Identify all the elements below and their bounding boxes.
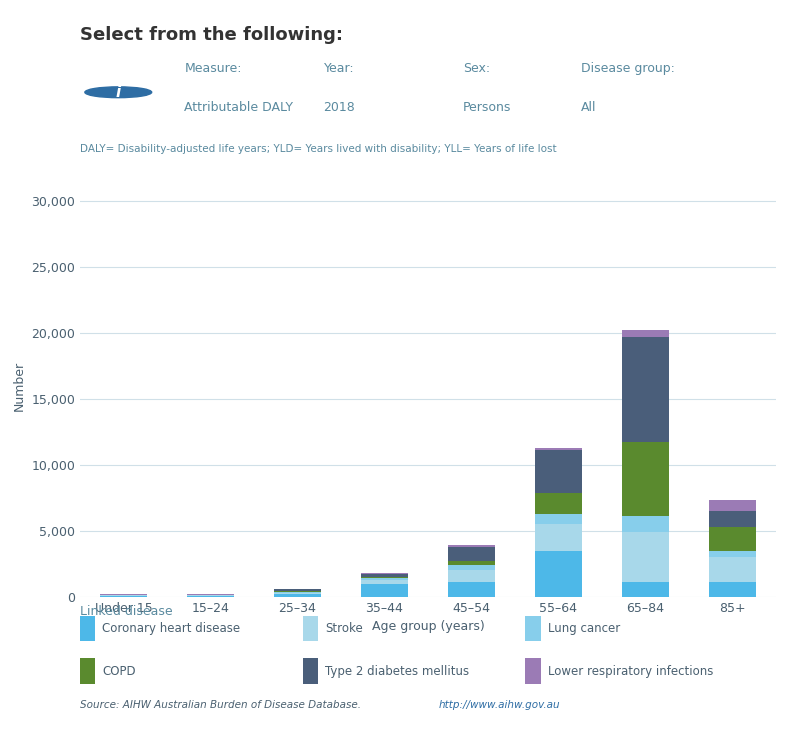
Text: Type 2 diabetes mellitus: Type 2 diabetes mellitus (325, 664, 469, 677)
Text: Year:: Year: (323, 62, 354, 75)
Bar (80, 616, 95, 641)
Text: Lower respiratory infections: Lower respiratory infections (548, 664, 713, 677)
Y-axis label: Number: Number (13, 361, 26, 411)
Bar (534, 524, 582, 550)
Bar (526, 616, 541, 641)
Text: 2018: 2018 (323, 101, 355, 114)
Bar (447, 565, 495, 570)
Bar (709, 526, 757, 550)
Bar (622, 337, 670, 442)
Text: Disease group:: Disease group: (581, 62, 675, 75)
Bar (709, 557, 757, 582)
Bar (534, 550, 582, 597)
Bar (361, 577, 409, 578)
Bar (80, 658, 95, 684)
Bar (447, 544, 495, 548)
Text: Sex:: Sex: (462, 62, 490, 75)
Bar (622, 516, 670, 532)
Text: DALY= Disability-adjusted life years; YLD= Years lived with disability; YLL= Yea: DALY= Disability-adjusted life years; YL… (80, 145, 557, 154)
Bar (447, 561, 495, 565)
Text: All: All (581, 101, 597, 114)
Bar (447, 582, 495, 597)
Bar (526, 658, 541, 684)
Bar (361, 584, 409, 597)
Bar (534, 514, 582, 524)
Bar (534, 451, 582, 493)
Text: Measure:: Measure: (184, 62, 242, 75)
Bar (534, 448, 582, 451)
Bar (302, 616, 318, 641)
Text: Select from the following:: Select from the following: (80, 26, 343, 44)
Text: Coronary heart disease: Coronary heart disease (102, 622, 240, 635)
Bar (361, 580, 409, 584)
Bar (709, 511, 757, 526)
X-axis label: Age group (years): Age group (years) (372, 620, 484, 633)
Bar (622, 532, 670, 582)
Bar (447, 548, 495, 561)
Text: Linked disease: Linked disease (80, 605, 173, 618)
Bar (622, 582, 670, 597)
Bar (361, 574, 409, 577)
Bar (709, 582, 757, 597)
Bar (361, 578, 409, 580)
Text: COPD: COPD (102, 664, 136, 677)
Circle shape (85, 87, 152, 98)
Text: Attributable DALY: Attributable DALY (184, 101, 294, 114)
Bar (302, 658, 318, 684)
Text: Persons: Persons (462, 101, 511, 114)
Bar (274, 594, 322, 597)
Text: http://www.aihw.gov.au: http://www.aihw.gov.au (438, 700, 560, 709)
Bar (274, 590, 322, 592)
Text: Stroke: Stroke (325, 622, 362, 635)
Text: Source: AIHW Australian Burden of Disease Database.: Source: AIHW Australian Burden of Diseas… (80, 700, 364, 709)
Bar (534, 493, 582, 514)
Bar (447, 570, 495, 582)
Text: i: i (116, 85, 121, 100)
Bar (274, 592, 322, 594)
Bar (709, 500, 757, 511)
Bar (361, 573, 409, 574)
Bar (622, 331, 670, 337)
Text: Lung cancer: Lung cancer (548, 622, 620, 635)
Bar (709, 550, 757, 557)
Bar (622, 442, 670, 516)
